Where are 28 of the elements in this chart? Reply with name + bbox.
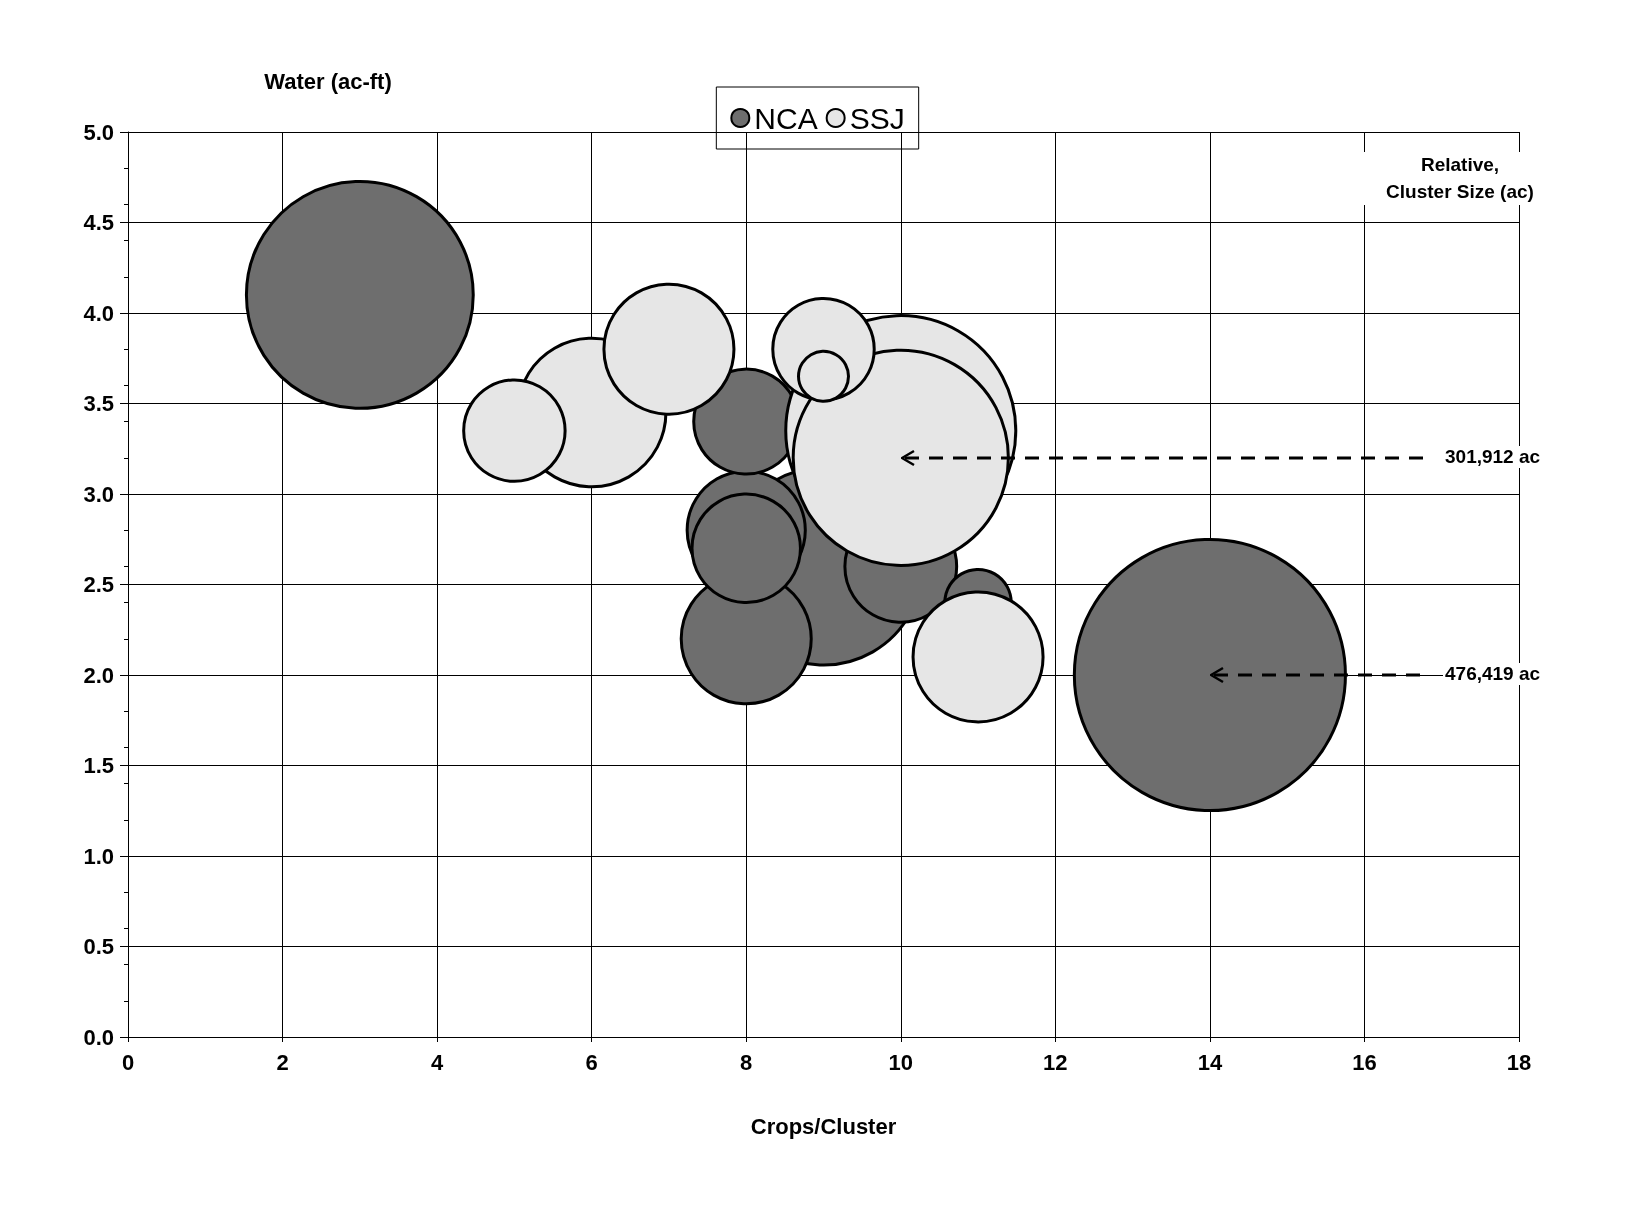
y-tick-label: 4.5 [83, 210, 114, 235]
y-tick-label: 0.0 [83, 1024, 114, 1050]
x-tick-label: 18 [1506, 1049, 1532, 1075]
x-tick-label: 0 [121, 1049, 135, 1075]
y-tick-label: 3.5 [83, 391, 114, 416]
x-axis-title: Crops/Cluster [750, 1113, 897, 1139]
x-tick-label: 2 [276, 1049, 289, 1075]
x-tick-label: 8 [740, 1049, 753, 1075]
y-tick-label: 0.5 [83, 934, 114, 959]
annotation: Relative, Cluster Size (ac) [1360, 152, 1560, 206]
annotation: 476,419 ac [1443, 663, 1543, 685]
x-tick-label: 6 [585, 1049, 598, 1075]
y-tick-label: 2.0 [83, 662, 114, 688]
x-tick-label: 16 [1352, 1049, 1377, 1075]
y-tick-label: 4.0 [83, 300, 114, 326]
x-tick-label: 10 [888, 1049, 914, 1075]
y-axis-title: Water (ac-ft) [264, 68, 392, 94]
annotation: 301,912 ac [1443, 445, 1543, 468]
x-tick-label: 14 [1197, 1049, 1223, 1075]
y-tick-label: 1.0 [83, 843, 114, 869]
x-tick-label: 12 [1043, 1049, 1068, 1075]
y-tick-label: 2.5 [83, 572, 114, 597]
legend-label: SSJ [849, 101, 905, 135]
x-tick-label: 4 [430, 1049, 444, 1075]
y-tick-label: 1.5 [83, 753, 114, 778]
y-tick-label: 3.0 [83, 481, 114, 507]
legend-label: NCA [754, 101, 818, 135]
y-tick-label: 5.0 [83, 119, 114, 145]
